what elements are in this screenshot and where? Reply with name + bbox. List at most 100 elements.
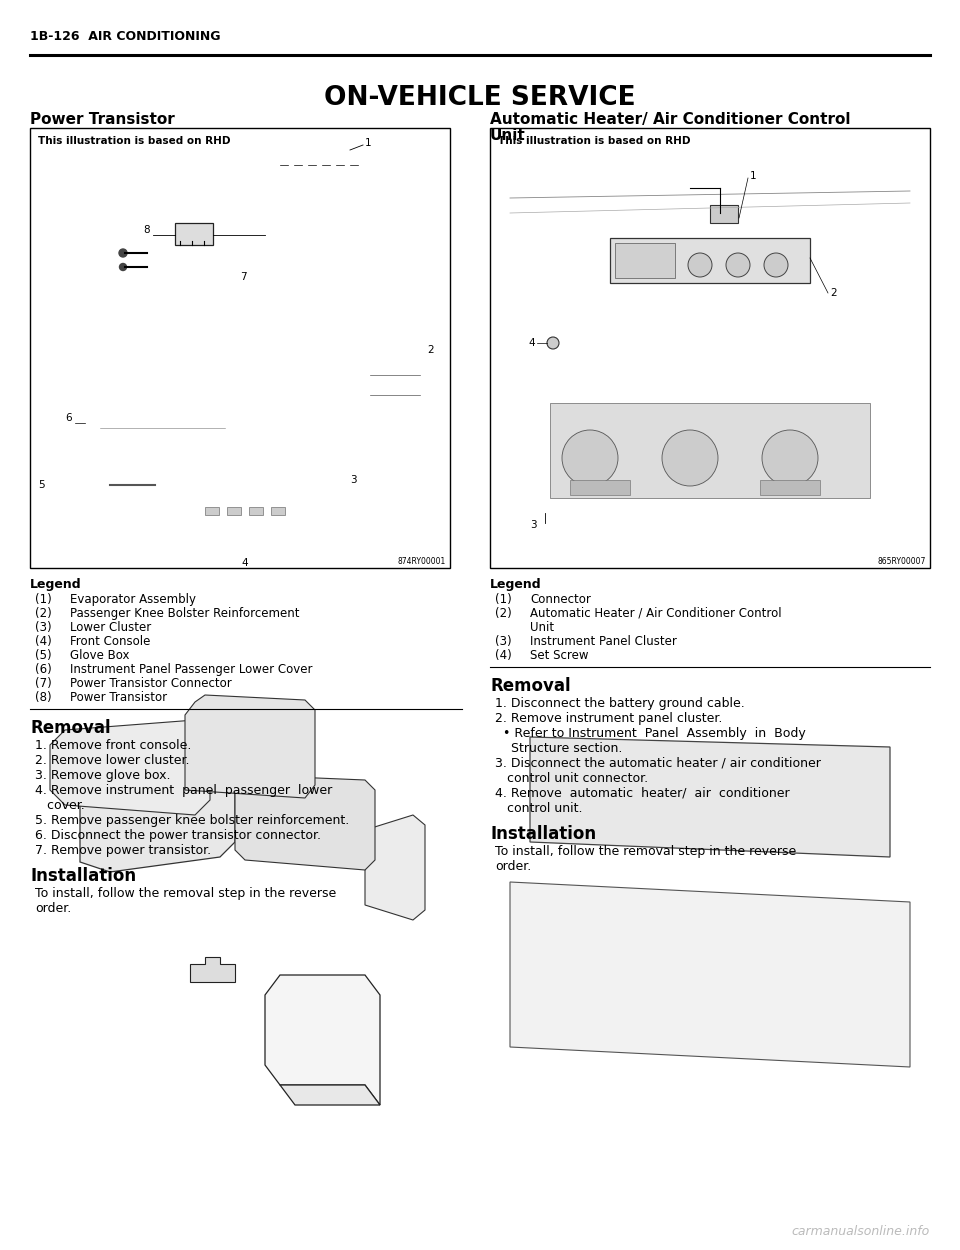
Text: control unit connector.: control unit connector. (495, 772, 648, 785)
Text: Front Console: Front Console (70, 635, 151, 648)
Text: cover.: cover. (35, 799, 84, 812)
Text: 2. Remove instrument panel cluster.: 2. Remove instrument panel cluster. (495, 712, 722, 725)
Bar (710, 205, 738, 222)
Text: 1: 1 (750, 171, 756, 181)
Text: 6. Disconnect the power transistor connector.: 6. Disconnect the power transistor conne… (35, 829, 321, 842)
Text: 2: 2 (427, 345, 434, 355)
Bar (175, 222, 213, 245)
Text: (4): (4) (35, 635, 52, 648)
Text: 865RY00007: 865RY00007 (877, 558, 926, 566)
Text: Automatic Heater / Air Conditioner Control: Automatic Heater / Air Conditioner Contr… (530, 608, 781, 620)
Polygon shape (185, 695, 315, 798)
Text: 7: 7 (240, 272, 247, 282)
Text: 8: 8 (143, 225, 150, 235)
Bar (615, 242, 675, 278)
Text: 1. Remove front console.: 1. Remove front console. (35, 739, 191, 752)
Text: 4: 4 (242, 558, 249, 568)
Text: 1B-126  AIR CONDITIONING: 1B-126 AIR CONDITIONING (30, 30, 221, 42)
Text: Unit: Unit (530, 621, 554, 634)
Text: Removal: Removal (490, 678, 570, 695)
Text: Unit: Unit (490, 127, 526, 142)
Text: 3: 3 (530, 520, 537, 530)
Text: Automatic Heater/ Air Conditioner Control: Automatic Heater/ Air Conditioner Contro… (490, 112, 851, 128)
Text: 7. Remove power transistor.: 7. Remove power transistor. (35, 844, 211, 858)
Polygon shape (80, 762, 235, 872)
Text: Power Transistor: Power Transistor (70, 691, 167, 704)
Circle shape (547, 338, 559, 349)
Text: To install, follow the removal step in the reverse
order.: To install, follow the removal step in t… (495, 845, 796, 872)
Circle shape (726, 253, 750, 278)
Text: (7): (7) (35, 678, 52, 690)
Text: Instrument Panel Passenger Lower Cover: Instrument Panel Passenger Lower Cover (70, 662, 313, 676)
Text: Glove Box: Glove Box (70, 649, 130, 662)
Text: 4: 4 (528, 338, 535, 348)
Polygon shape (265, 975, 380, 1105)
Bar (490, 127, 930, 568)
Text: Installation: Installation (490, 825, 596, 842)
Polygon shape (235, 775, 375, 870)
Text: Legend: Legend (490, 578, 541, 591)
Text: • Refer to Instrument  Panel  Assembly  in  Body: • Refer to Instrument Panel Assembly in … (495, 728, 805, 740)
Polygon shape (280, 1085, 380, 1105)
Text: 2. Remove lower cluster.: 2. Remove lower cluster. (35, 754, 189, 768)
Bar (30, 127, 450, 568)
Text: Power Transistor: Power Transistor (30, 112, 175, 128)
Circle shape (562, 430, 618, 486)
Text: (1): (1) (495, 592, 512, 606)
Text: Legend: Legend (30, 578, 82, 591)
Text: Connector: Connector (530, 592, 590, 606)
Text: (5): (5) (35, 649, 52, 662)
Text: ON-VEHICLE SERVICE: ON-VEHICLE SERVICE (324, 85, 636, 111)
Text: Passenger Knee Bolster Reinforcement: Passenger Knee Bolster Reinforcement (70, 608, 300, 620)
Text: 5. Remove passenger knee bolster reinforcement.: 5. Remove passenger knee bolster reinfor… (35, 814, 349, 828)
Text: Instrument Panel Cluster: Instrument Panel Cluster (530, 635, 677, 648)
Text: control unit.: control unit. (495, 802, 583, 815)
Circle shape (762, 430, 818, 486)
Polygon shape (365, 815, 425, 920)
Text: Installation: Installation (30, 867, 136, 885)
Polygon shape (50, 720, 210, 815)
Text: (2): (2) (495, 608, 512, 620)
Circle shape (119, 264, 127, 270)
Circle shape (662, 430, 718, 486)
Bar (610, 238, 810, 282)
Bar (227, 508, 241, 515)
Text: 874RY00001: 874RY00001 (397, 558, 446, 566)
Bar (570, 480, 630, 495)
Text: 1. Disconnect the battery ground cable.: 1. Disconnect the battery ground cable. (495, 698, 745, 710)
Text: 2: 2 (830, 288, 836, 298)
Text: Lower Cluster: Lower Cluster (70, 621, 152, 634)
Text: (4): (4) (495, 649, 512, 662)
Text: 3. Remove glove box.: 3. Remove glove box. (35, 769, 171, 782)
Circle shape (688, 253, 712, 278)
Text: (2): (2) (35, 608, 52, 620)
Text: (6): (6) (35, 662, 52, 676)
Text: This illustration is based on RHD: This illustration is based on RHD (498, 136, 690, 146)
Text: Evaporator Assembly: Evaporator Assembly (70, 592, 196, 606)
Text: 4. Remove  automatic  heater/  air  conditioner: 4. Remove automatic heater/ air conditio… (495, 788, 790, 800)
Text: (3): (3) (35, 621, 52, 634)
Text: Power Transistor Connector: Power Transistor Connector (70, 678, 231, 690)
Text: Set Screw: Set Screw (530, 649, 588, 662)
Bar (760, 480, 820, 495)
Polygon shape (510, 882, 910, 1068)
Bar (550, 402, 870, 498)
Text: This illustration is based on RHD: This illustration is based on RHD (38, 136, 230, 146)
Text: 3. Disconnect the automatic heater / air conditioner: 3. Disconnect the automatic heater / air… (495, 758, 821, 770)
Text: Structure section.: Structure section. (495, 742, 622, 755)
Text: (8): (8) (35, 691, 52, 704)
Text: (1): (1) (35, 592, 52, 606)
Text: To install, follow the removal step in the reverse
order.: To install, follow the removal step in t… (35, 888, 336, 915)
Text: (3): (3) (495, 635, 512, 648)
Bar (249, 508, 263, 515)
Polygon shape (190, 958, 235, 982)
Polygon shape (530, 738, 890, 858)
Text: 1: 1 (365, 138, 372, 148)
Text: 3: 3 (350, 475, 356, 485)
Bar (271, 508, 285, 515)
Text: carmanualsonline.info: carmanualsonline.info (792, 1225, 930, 1238)
Text: 5: 5 (38, 480, 45, 490)
Text: 4. Remove instrument  panel  passenger  lower: 4. Remove instrument panel passenger low… (35, 784, 332, 798)
Text: Removal: Removal (30, 719, 110, 738)
Bar (205, 508, 219, 515)
